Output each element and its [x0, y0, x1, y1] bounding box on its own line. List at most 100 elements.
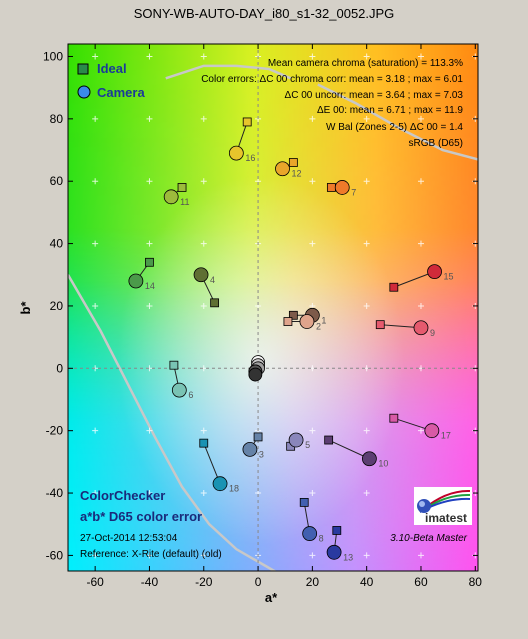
legend-ideal-marker	[77, 63, 89, 75]
camera-marker-12	[275, 161, 290, 177]
y-tick-label: 60	[50, 174, 64, 188]
grid-marker	[417, 302, 424, 309]
ideal-marker-11	[177, 183, 187, 192]
info-line-6: sRGB (D65)	[409, 138, 463, 149]
grid-marker	[200, 115, 207, 122]
x-tick-label: -40	[141, 575, 159, 589]
zone-label-13: 13	[343, 552, 353, 562]
grid-marker	[417, 427, 424, 434]
gamut-curve-3	[317, 83, 478, 161]
x-tick-label: 20	[306, 575, 320, 589]
zone-label-7: 7	[351, 187, 356, 197]
x-tick-label: 60	[414, 575, 428, 589]
grid-marker	[200, 552, 207, 559]
ideal-marker-6	[169, 360, 179, 370]
camera-marker-9	[413, 320, 429, 336]
grid-marker	[417, 552, 424, 559]
grid-marker	[309, 552, 316, 559]
legend: Ideal Camera	[77, 61, 145, 100]
grid-marker	[200, 53, 207, 60]
grid-marker	[309, 490, 316, 497]
info-line-2: Color errors: ΔC 00 chroma corr: mean = …	[201, 74, 463, 85]
zone-label-17: 17	[441, 431, 451, 441]
ideal-marker-8	[299, 497, 309, 507]
grid-marker	[363, 115, 370, 122]
ideal-marker-12	[288, 158, 298, 167]
grid-marker	[146, 490, 153, 497]
camera-marker-11	[163, 189, 179, 205]
x-tick-label: 80	[469, 575, 483, 589]
zone-label-14: 14	[145, 281, 155, 291]
grid-marker	[92, 552, 99, 559]
grid-marker	[309, 427, 316, 434]
grid-marker	[309, 178, 316, 185]
logo-text: imatest	[425, 511, 467, 525]
zone-label-11: 11	[180, 197, 189, 207]
camera-marker-4	[193, 267, 209, 283]
ideal-marker-4	[210, 298, 220, 308]
legend-camera-label: Camera	[97, 85, 145, 100]
y-tick-label: 80	[50, 112, 64, 126]
y-tick-label: 40	[50, 237, 64, 251]
ideal-marker-7	[326, 183, 336, 192]
camera-marker-16	[228, 145, 244, 161]
grid-marker	[146, 552, 153, 559]
x-tick-label: -20	[195, 575, 213, 589]
y-tick-label: 20	[50, 299, 64, 313]
grid-marker	[363, 552, 370, 559]
camera-marker-18	[212, 476, 228, 492]
info-line-5: W Bal (Zones 2-5) ΔC 00 = 1.4	[326, 122, 463, 133]
grid-marker	[309, 240, 316, 247]
legend-camera-marker	[77, 85, 91, 99]
gamut-curve-2	[165, 64, 292, 80]
grid-marker	[200, 178, 207, 185]
grid-marker	[417, 115, 424, 122]
y-tick-label: -60	[46, 548, 64, 562]
ideal-marker-2	[283, 317, 293, 326]
colorchecker-subheading: a*b* D65 color error	[80, 509, 202, 524]
info-box: Mean camera chroma (saturation) = 113.3%…	[201, 58, 463, 149]
ideal-marker-16	[242, 117, 252, 127]
gamut-curve-1	[68, 274, 277, 571]
zone-label-12: 12	[292, 169, 302, 179]
camera-marker-5	[288, 432, 304, 448]
zone-label-9: 9	[430, 328, 435, 338]
x-tick-label: 0	[255, 575, 262, 589]
plot-frame	[67, 43, 479, 572]
timestamp: 27-Oct-2014 12:53:04	[80, 533, 178, 544]
camera-marker-14	[128, 273, 144, 289]
grid-marker	[200, 427, 207, 434]
grid-marker	[92, 115, 99, 122]
camera-marker-3	[242, 441, 258, 457]
x-axis-label: a*	[265, 590, 278, 605]
grid-marker	[146, 302, 153, 309]
grid-marker	[146, 115, 153, 122]
camera-marker-17	[424, 423, 440, 439]
grid-marker	[92, 427, 99, 434]
info-line-4: ΔE 00: mean = 6.71 ; max = 11.9	[317, 105, 463, 116]
colorchecker-heading: ColorChecker	[80, 488, 165, 503]
grid-marker	[417, 53, 424, 60]
zone-label-15: 15	[444, 272, 454, 282]
gamut-boundary	[68, 64, 478, 571]
ideal-marker-13	[332, 526, 342, 535]
zone-label-4: 4	[210, 275, 215, 285]
imatest-logo: imatest	[414, 487, 472, 525]
version-text: 3.10-Beta Master	[390, 533, 467, 544]
grid-marker	[146, 178, 153, 185]
camera-marker-13	[326, 544, 342, 560]
grid-marker	[92, 178, 99, 185]
y-tick-label: -20	[46, 424, 64, 438]
y-tick-label: 0	[56, 361, 63, 375]
info-line-3: ΔC 00 uncorr: mean = 3.64 ; max = 7.03	[285, 90, 464, 101]
zone-label-10: 10	[378, 459, 388, 469]
ideal-marker-1	[288, 310, 298, 320]
camera-marker-8	[302, 526, 318, 541]
zone-label-18: 18	[229, 484, 239, 494]
zone-label-1: 1	[321, 315, 326, 325]
grid-marker	[92, 240, 99, 247]
x-tick-label: 40	[360, 575, 374, 589]
grid-marker	[363, 427, 370, 434]
